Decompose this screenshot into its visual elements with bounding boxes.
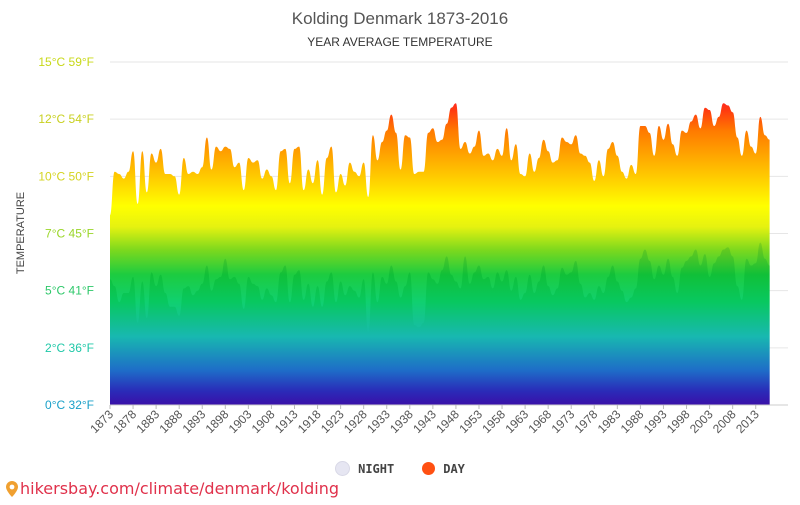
x-tick-label: 1988 [618, 407, 647, 436]
x-tick-label: 1918 [295, 407, 324, 436]
y-tick-label: 15°C 59°F [38, 55, 94, 69]
y-tick-label: 5°C 41°F [45, 284, 94, 298]
x-tick-label: 1898 [203, 407, 232, 436]
x-tick-label: 2008 [710, 407, 739, 436]
legend-label-night: NIGHT [358, 461, 395, 476]
x-tick-label: 1908 [249, 407, 278, 436]
x-tick-label: 1993 [641, 407, 670, 436]
y-tick-label: 0°C 32°F [45, 398, 94, 412]
x-tick-label: 1933 [364, 407, 393, 436]
map-pin-icon [6, 480, 18, 497]
legend-label-day: DAY [443, 461, 465, 476]
y-axis-label: TEMPERATURE [15, 192, 27, 274]
legend-dot-night-icon [335, 461, 351, 476]
x-tick-label: 1938 [387, 407, 416, 436]
x-tick-label: 1963 [502, 407, 531, 436]
x-tick-label: 1943 [410, 407, 439, 436]
y-axis: 0°C 32°F 2°C 36°F 5°C 41°F 7°C 45°F 10°C 50°… [38, 55, 94, 412]
x-axis: 1873187818831888189318981903190819131918… [87, 404, 788, 436]
x-tick-label: 1998 [664, 407, 693, 436]
x-tick-label: 1913 [272, 407, 301, 436]
x-tick-label: 1983 [595, 407, 624, 436]
x-tick-label: 1928 [341, 407, 370, 436]
y-tick-label: 2°C 36°F [45, 341, 94, 355]
x-tick-label: 1893 [180, 407, 209, 436]
chart-areas [110, 103, 770, 405]
x-tick-label: 1903 [226, 407, 255, 436]
x-tick-label: 2013 [733, 407, 762, 436]
x-tick-label: 1968 [526, 407, 555, 436]
y-tick-label: 12°C 54°F [38, 112, 94, 126]
x-tick-label: 1948 [433, 407, 462, 436]
x-tick-label: 1888 [157, 407, 186, 436]
x-tick-label: 1883 [133, 407, 162, 436]
source-link[interactable]: hikersbay.com/climate/denmark/kolding [6, 479, 339, 498]
series-night-area [110, 242, 770, 405]
x-tick-label: 1958 [479, 407, 508, 436]
x-tick-label: 2003 [687, 407, 716, 436]
chart-subtitle: YEAR AVERAGE TEMPERATURE [307, 35, 492, 49]
source-link-text: hikersbay.com/climate/denmark/kolding [20, 479, 340, 498]
legend-dot-day-icon [422, 462, 436, 475]
legend-item-night[interactable]: NIGHT [335, 461, 394, 476]
legend-item-day[interactable]: DAY [422, 461, 465, 476]
x-tick-label: 1973 [549, 407, 578, 436]
x-tick-label: 1923 [318, 407, 347, 436]
chart-legend: NIGHT DAY [0, 461, 800, 476]
chart-title: Kolding Denmark 1873-2016 [292, 9, 508, 28]
x-tick-label: 1878 [110, 407, 139, 436]
x-tick-label: 1978 [572, 407, 601, 436]
y-tick-label: 10°C 50°F [38, 169, 94, 183]
y-tick-label: 7°C 45°F [45, 227, 94, 241]
x-tick-label: 1953 [456, 407, 485, 436]
